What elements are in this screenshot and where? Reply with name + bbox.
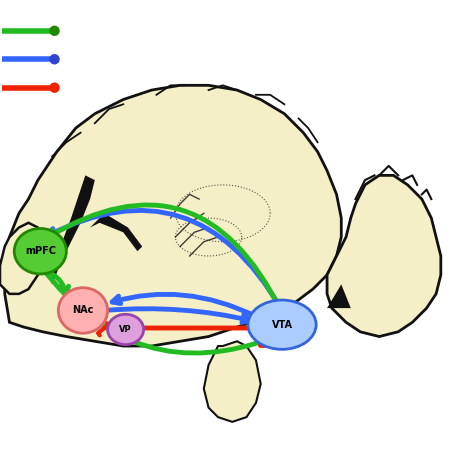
Polygon shape: [47, 175, 95, 284]
Polygon shape: [0, 223, 43, 294]
FancyArrowPatch shape: [112, 294, 256, 316]
Ellipse shape: [108, 314, 144, 345]
FancyArrowPatch shape: [42, 268, 274, 353]
Polygon shape: [327, 175, 441, 337]
FancyArrowPatch shape: [45, 270, 69, 294]
FancyArrowPatch shape: [145, 311, 264, 345]
Text: VP: VP: [119, 325, 132, 334]
FancyArrowPatch shape: [107, 309, 250, 322]
Ellipse shape: [49, 82, 60, 93]
Polygon shape: [5, 85, 341, 346]
Text: VTA: VTA: [272, 319, 292, 330]
Ellipse shape: [58, 288, 108, 333]
Polygon shape: [204, 341, 261, 422]
FancyArrowPatch shape: [98, 316, 121, 335]
Polygon shape: [327, 284, 351, 308]
Ellipse shape: [49, 54, 60, 64]
FancyArrowPatch shape: [47, 210, 281, 308]
Ellipse shape: [49, 26, 60, 36]
Ellipse shape: [248, 300, 316, 349]
FancyArrowPatch shape: [47, 205, 281, 310]
Polygon shape: [90, 213, 142, 251]
Text: NAc: NAc: [72, 305, 94, 316]
Ellipse shape: [14, 228, 66, 274]
Text: mPFC: mPFC: [25, 246, 56, 256]
